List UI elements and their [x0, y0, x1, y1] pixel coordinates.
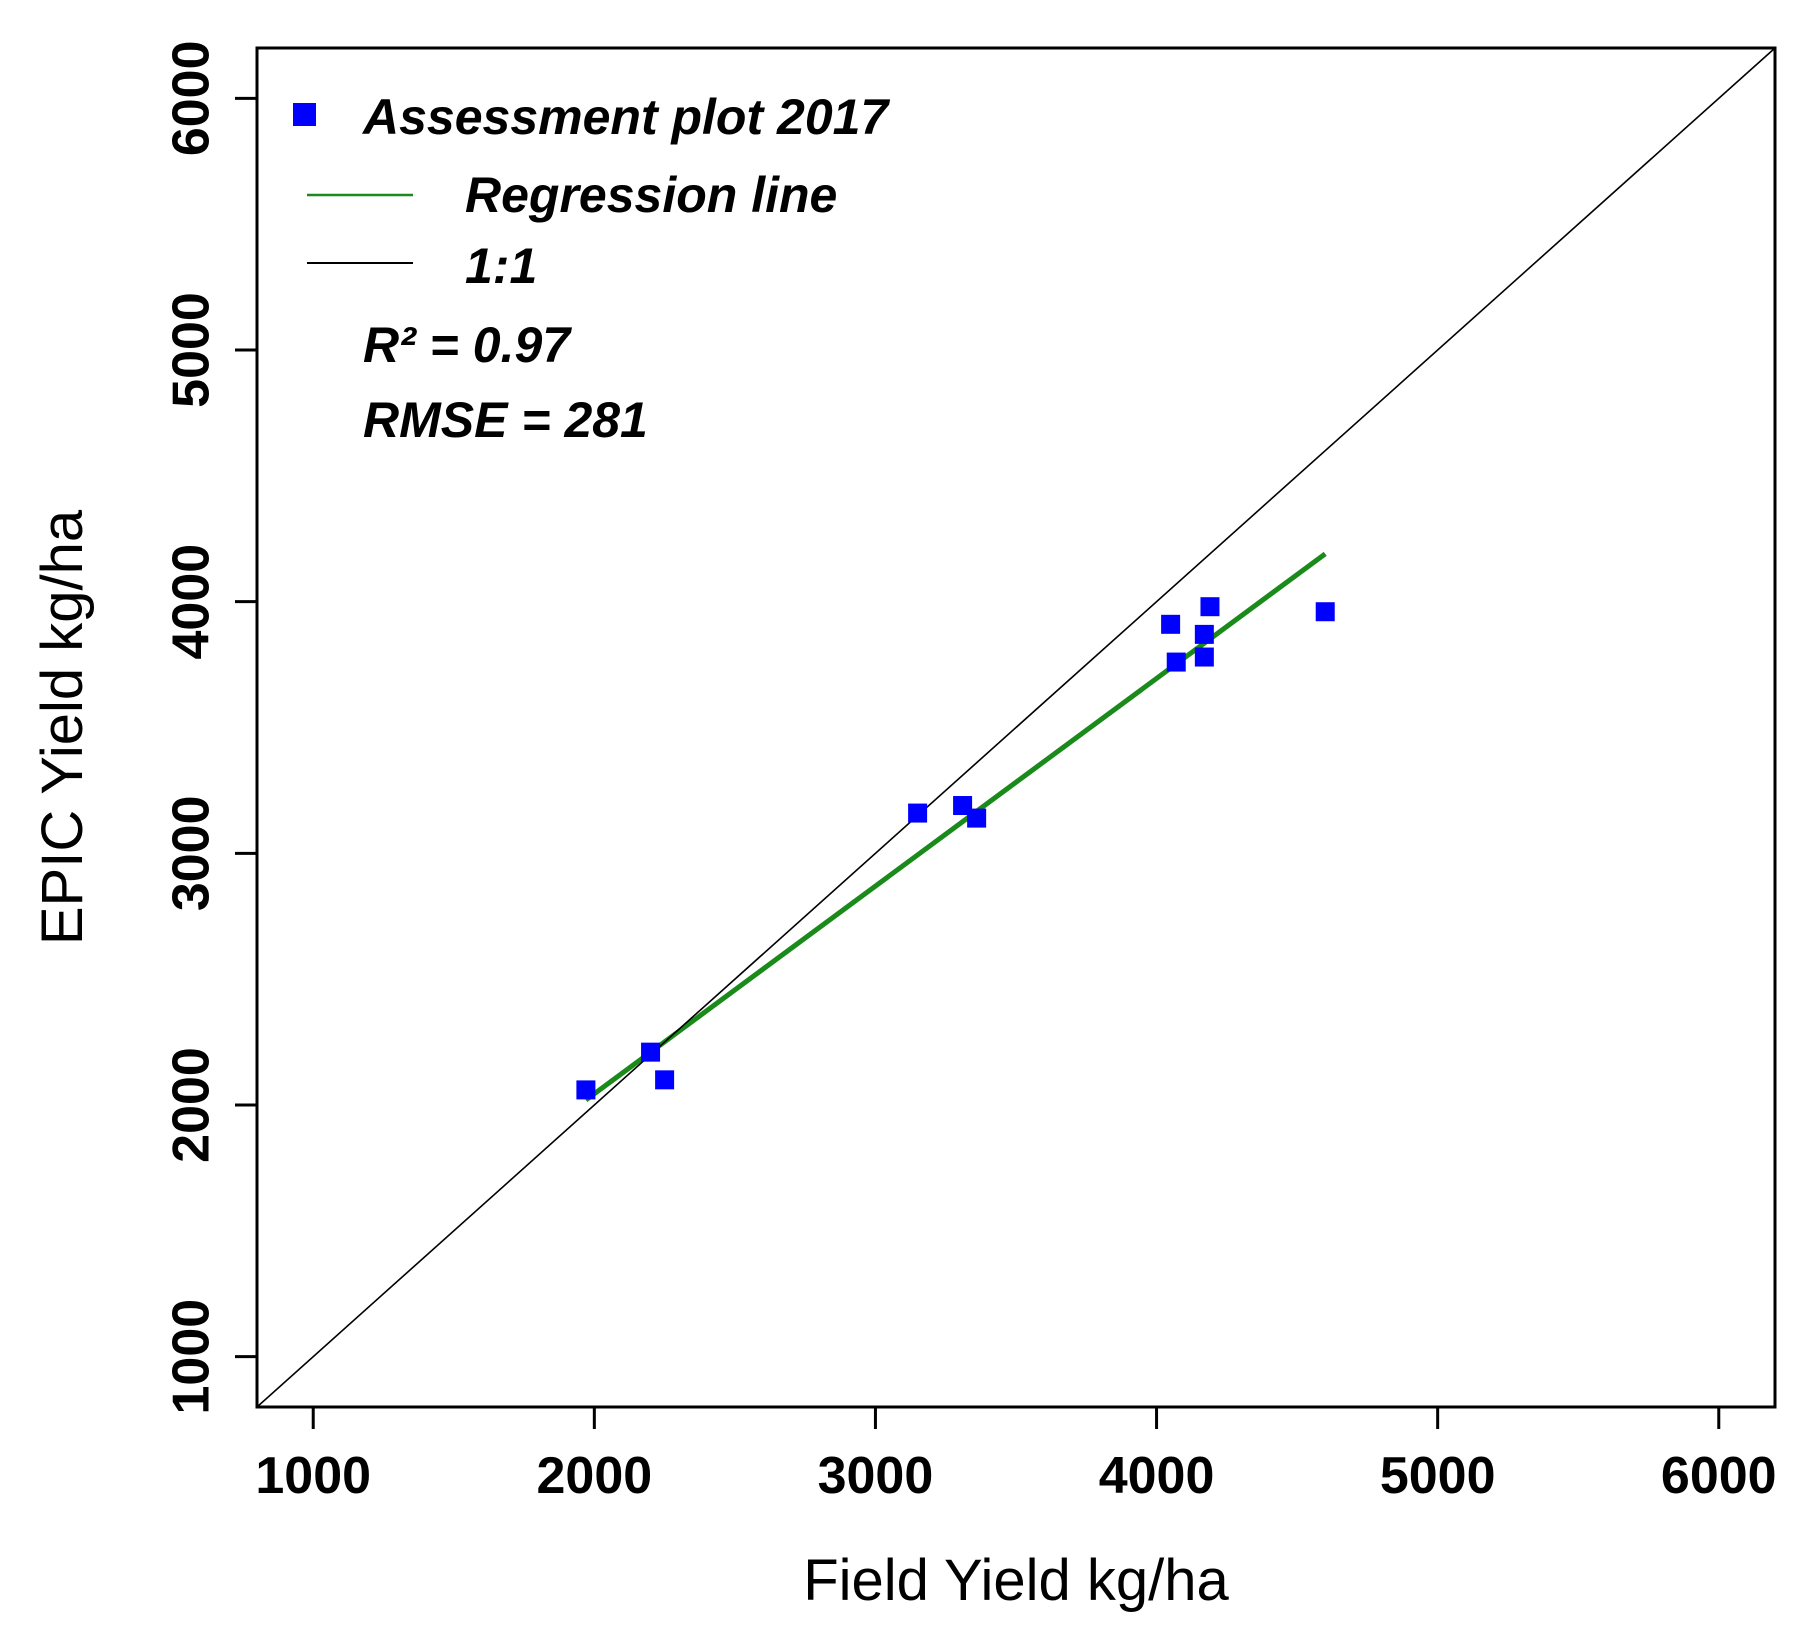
x-tick-label: 4000 — [1099, 1447, 1215, 1505]
x-tick-label: 1000 — [255, 1447, 371, 1505]
legend-label-regression: Regression line — [465, 167, 837, 223]
y-axis: 1000 2000 3000 4000 5000 6000 — [163, 40, 257, 1415]
data-point — [908, 803, 928, 823]
identity-line — [257, 48, 1775, 1407]
data-point — [641, 1042, 661, 1062]
data-point — [1194, 624, 1214, 644]
data-point — [1166, 652, 1186, 672]
x-tick-label: 3000 — [818, 1447, 934, 1505]
data-point — [967, 808, 987, 828]
lines-layer — [257, 48, 1775, 1407]
y-tick-label: 1000 — [163, 1299, 221, 1415]
x-axis: 1000 2000 3000 4000 5000 6000 — [255, 1407, 1777, 1505]
legend-label-identity: 1:1 — [465, 238, 537, 294]
x-tick-label: 6000 — [1661, 1447, 1777, 1505]
legend-label-assessment: Assessment plot 2017 — [361, 89, 890, 145]
y-tick-label: 5000 — [163, 292, 221, 408]
data-point — [1200, 597, 1220, 617]
x-axis-label: Field Yield kg/ha — [803, 1548, 1229, 1613]
data-point — [576, 1080, 596, 1100]
regression-line — [584, 551, 1327, 1102]
r-squared-annotation: R² = 0.97 — [363, 317, 572, 373]
y-tick-label: 4000 — [163, 544, 221, 660]
x-tick-label: 5000 — [1380, 1447, 1496, 1505]
y-tick-label: 3000 — [163, 795, 221, 911]
data-point — [1161, 614, 1181, 634]
x-tick-label: 2000 — [536, 1447, 652, 1505]
plot-frame — [255, 46, 1777, 1409]
data-point — [1315, 602, 1335, 622]
points-layer — [576, 597, 1335, 1100]
legend: Assessment plot 2017 Regression line 1:1… — [293, 89, 890, 448]
data-point — [655, 1070, 675, 1090]
y-tick-label: 6000 — [163, 40, 221, 156]
legend-marker-square — [293, 103, 316, 126]
y-axis-label: EPIC Yield kg/ha — [30, 509, 95, 945]
rmse-annotation: RMSE = 281 — [363, 392, 648, 448]
data-point — [1194, 647, 1214, 667]
y-tick-label: 2000 — [163, 1047, 221, 1163]
